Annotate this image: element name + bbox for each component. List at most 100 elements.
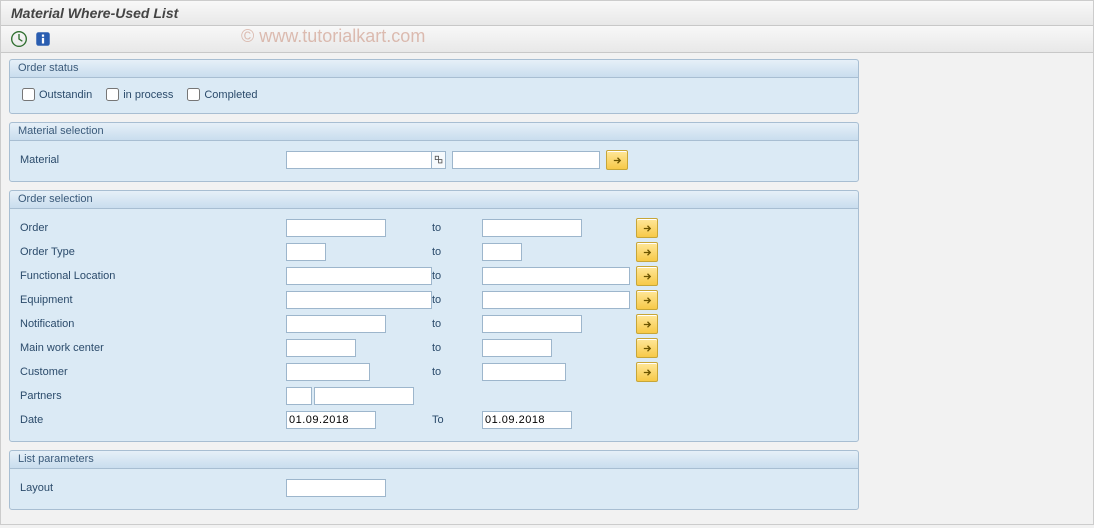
input-equipment-to[interactable]	[482, 291, 630, 309]
input-order-from[interactable]	[286, 219, 386, 237]
info-icon	[34, 30, 52, 48]
row-notification: Notification to	[20, 313, 848, 335]
group-list-parameters: List parameters Layout	[9, 450, 859, 510]
input-notification-to[interactable]	[482, 315, 582, 333]
input-customer-from[interactable]	[286, 363, 370, 381]
arrow-right-icon	[642, 295, 653, 306]
row-material: Material	[20, 149, 848, 171]
label-order-type: Order Type	[20, 246, 170, 258]
label-func-loc: Functional Location	[20, 270, 170, 282]
group-list-parameters-body: Layout	[10, 469, 858, 509]
row-customer: Customer to	[20, 361, 848, 383]
row-date: Date To	[20, 409, 848, 431]
row-mwc: Main work center to	[20, 337, 848, 359]
group-order-status: Order status Outstandin in process Compl…	[9, 59, 859, 114]
btn-mwc-multi[interactable]	[636, 338, 658, 358]
group-material-selection-title: Material selection	[10, 123, 858, 141]
check-outstanding-label: Outstandin	[39, 89, 92, 101]
btn-equipment-multi[interactable]	[636, 290, 658, 310]
label-notification: Notification	[20, 318, 170, 330]
row-layout: Layout	[20, 477, 848, 499]
material-search-help[interactable]	[432, 151, 446, 169]
arrow-right-icon	[642, 367, 653, 378]
input-func-loc-to[interactable]	[482, 267, 630, 285]
check-completed[interactable]: Completed	[187, 88, 257, 101]
btn-order-multi[interactable]	[636, 218, 658, 238]
check-in-process-input[interactable]	[106, 88, 119, 101]
to-order-type: to	[432, 246, 482, 258]
label-order: Order	[20, 222, 170, 234]
input-partners-value[interactable]	[314, 387, 414, 405]
input-equipment-from[interactable]	[286, 291, 432, 309]
app-window: Material Where-Used List © www.tutorialk…	[0, 0, 1094, 525]
check-completed-input[interactable]	[187, 88, 200, 101]
to-mwc: to	[432, 342, 482, 354]
input-order-type-from[interactable]	[286, 243, 326, 261]
group-list-parameters-title: List parameters	[10, 451, 858, 469]
label-equipment: Equipment	[20, 294, 170, 306]
btn-notification-multi[interactable]	[636, 314, 658, 334]
btn-customer-multi[interactable]	[636, 362, 658, 382]
page-title-bar: Material Where-Used List	[1, 1, 1093, 26]
row-partners: Partners	[20, 385, 848, 407]
order-status-checks: Outstandin in process Completed	[20, 84, 848, 105]
to-notification: to	[432, 318, 482, 330]
to-equipment: to	[432, 294, 482, 306]
group-order-selection: Order selection Order to Order Type	[9, 190, 859, 442]
row-order-type: Order Type to	[20, 241, 848, 263]
group-order-status-title: Order status	[10, 60, 858, 78]
arrow-right-icon	[642, 271, 653, 282]
input-func-loc-from[interactable]	[286, 267, 432, 285]
btn-order-type-multi[interactable]	[636, 242, 658, 262]
row-equipment: Equipment to	[20, 289, 848, 311]
group-material-selection-body: Material	[10, 141, 858, 181]
input-order-to[interactable]	[482, 219, 582, 237]
group-order-selection-body: Order to Order Type to	[10, 209, 858, 441]
watermark: © www.tutorialkart.com	[241, 26, 425, 47]
input-notification-from[interactable]	[286, 315, 386, 333]
to-func-loc: to	[432, 270, 482, 282]
check-in-process-label: in process	[123, 89, 173, 101]
check-completed-label: Completed	[204, 89, 257, 101]
to-date: To	[432, 414, 482, 426]
row-func-loc: Functional Location to	[20, 265, 848, 287]
info-button[interactable]	[33, 29, 53, 49]
input-partners-code[interactable]	[286, 387, 312, 405]
arrow-right-icon	[642, 247, 653, 258]
input-date-to[interactable]	[482, 411, 572, 429]
input-mwc-from[interactable]	[286, 339, 356, 357]
search-help-icon	[434, 155, 444, 165]
input-customer-to[interactable]	[482, 363, 566, 381]
btn-func-loc-multi[interactable]	[636, 266, 658, 286]
row-order: Order to	[20, 217, 848, 239]
clock-execute-icon	[10, 30, 28, 48]
label-mwc: Main work center	[20, 342, 170, 354]
input-layout[interactable]	[286, 479, 386, 497]
group-order-status-body: Outstandin in process Completed	[10, 78, 858, 113]
input-date-from[interactable]	[286, 411, 376, 429]
input-material-from[interactable]	[286, 151, 432, 169]
label-material: Material	[20, 154, 170, 166]
to-order: to	[432, 222, 482, 234]
input-mwc-to[interactable]	[482, 339, 552, 357]
group-material-selection: Material selection Material	[9, 122, 859, 182]
arrow-right-icon	[642, 223, 653, 234]
label-layout: Layout	[20, 482, 170, 494]
toolbar: © www.tutorialkart.com	[1, 26, 1093, 53]
arrow-right-icon	[642, 319, 653, 330]
btn-material-multi[interactable]	[606, 150, 628, 170]
group-order-selection-title: Order selection	[10, 191, 858, 209]
arrow-right-icon	[642, 343, 653, 354]
check-outstanding-input[interactable]	[22, 88, 35, 101]
content-area: Order status Outstandin in process Compl…	[1, 53, 1093, 528]
arrow-right-icon	[612, 155, 623, 166]
label-customer: Customer	[20, 366, 170, 378]
check-outstanding[interactable]: Outstandin	[22, 88, 92, 101]
execute-button[interactable]	[9, 29, 29, 49]
input-order-type-to[interactable]	[482, 243, 522, 261]
check-in-process[interactable]: in process	[106, 88, 173, 101]
label-date: Date	[20, 414, 170, 426]
to-customer: to	[432, 366, 482, 378]
page-title: Material Where-Used List	[11, 5, 178, 21]
input-material-to[interactable]	[452, 151, 600, 169]
